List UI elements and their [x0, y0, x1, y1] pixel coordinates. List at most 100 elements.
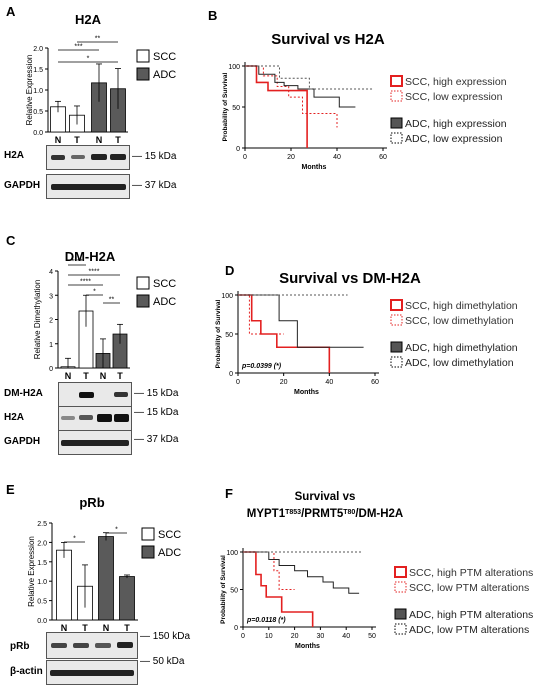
chart-title-line1: Survival vs [295, 491, 356, 503]
legend-swatch-adc [141, 545, 155, 559]
panel-label-b: B [208, 8, 218, 23]
legend-swatch [394, 623, 407, 635]
y-tick-label: 100 [228, 64, 240, 71]
kda-dmh2a: — 15 kDa [134, 388, 179, 399]
legend-swatch-scc [136, 276, 150, 290]
title-part-sup1: T853 [285, 509, 301, 516]
legend-label: ADC, high expression [405, 118, 507, 130]
y-tick-label: 50 [230, 588, 238, 595]
x-tick-label: 60 [379, 154, 387, 161]
blot-label-gapdh-a: GAPDH [4, 180, 41, 191]
y-tick-label: 2.0 [37, 540, 47, 547]
chart-title: Survival vs H2A [271, 31, 385, 48]
legend-label: SCC, low PTM alterations [409, 582, 529, 594]
significance-label: **** [80, 279, 91, 286]
y-axis-label: Probability of Survival [220, 555, 227, 624]
legend-label: ADC, low PTM alterations [409, 624, 529, 636]
legend-swatch-scc [136, 49, 150, 63]
chart-title: Survival vs DM-H2A [279, 270, 421, 287]
legend-label: SCC, high dimethylation [405, 300, 518, 312]
x-tick-label: N [61, 623, 68, 633]
x-tick-label: 50 [368, 633, 376, 640]
x-tick-label: 60 [371, 379, 379, 386]
y-axis-label: Relative Dimethylation [33, 280, 42, 360]
blot-gapdh-a [46, 174, 130, 199]
x-axis-label: Months [294, 389, 319, 396]
legend-swatch [394, 581, 407, 593]
p-value: p=0.0118 (*) [246, 617, 286, 624]
y-tick-label: 1.5 [33, 67, 43, 74]
legend-swatch [390, 90, 403, 102]
p-value: p=0.0399 (*) [241, 363, 282, 370]
kda-gapdh-c: — 37 kDa [134, 434, 179, 445]
y-tick-label: 50 [225, 332, 233, 339]
x-tick-label: 0 [243, 154, 247, 161]
panel-label-e: E [6, 482, 15, 497]
significance-label: ** [109, 297, 115, 304]
y-tick-label: 3 [49, 293, 53, 300]
x-tick-label: T [124, 623, 130, 633]
legend-label-adc: ADC [153, 296, 176, 308]
x-tick-label: 30 [317, 633, 325, 640]
x-tick-label: T [115, 135, 121, 145]
legend-swatch [390, 314, 403, 326]
bar-adc [119, 576, 135, 621]
y-tick-label: 4 [49, 269, 53, 276]
y-tick-label: 0 [236, 146, 240, 153]
title-part-title_line2: MYPT1 [247, 508, 286, 520]
y-tick-label: 1.5 [37, 560, 47, 567]
chart-title: pRb [79, 495, 104, 510]
y-tick-label: 2.5 [37, 521, 47, 528]
significance-label: * [115, 527, 118, 534]
blot-label-actin: β-actin [10, 666, 43, 677]
chart-title: DM-H2A [65, 249, 116, 264]
y-tick-label: 0.0 [37, 618, 47, 625]
y-tick-label: 0 [234, 625, 238, 632]
y-tick-label: 1.0 [37, 579, 47, 586]
legend-label-adc: ADC [158, 547, 181, 559]
bar-chart-a: H2A 0.0 0.5 1.0 1.5 2.0 Relative Expression N T N… [25, 12, 176, 145]
blot-gapdh-c [58, 430, 132, 455]
y-tick-label: 50 [232, 105, 240, 112]
blot-label-gapdh-c: GAPDH [4, 436, 41, 447]
survival-chart-d: Survival vs DM-H2A 0 50 100 0 20 40 60 Months Pro… [215, 270, 518, 396]
survival-chart-f: Survival vs MYPT1T853/PRMT5T80/DM-H2A 0 50 1… [220, 491, 533, 650]
y-tick-label: 100 [221, 293, 233, 300]
x-tick-label: N [103, 623, 110, 633]
blot-h2a [46, 145, 130, 170]
legend-label: ADC, low dimethylation [405, 357, 514, 369]
x-tick-label: N [65, 371, 72, 380]
legend-swatch [390, 299, 403, 311]
x-tick-label: N [96, 135, 103, 145]
legend-swatch-adc [136, 67, 150, 81]
legend-label-scc: SCC [153, 278, 176, 290]
legend-label: SCC, low expression [405, 91, 503, 103]
bar-chart-e: pRb 0.0 0.5 1.0 1.5 2.0 2.5 Relative Expression… [27, 495, 181, 633]
significance-label: **** [89, 269, 100, 276]
legend-swatch [394, 608, 407, 620]
blot-label-h2a-c: H2A [4, 412, 25, 423]
blot-h2a-c [58, 406, 132, 431]
x-tick-label: N [100, 371, 107, 380]
y-tick-label: 0.5 [37, 599, 47, 606]
x-tick-label: 20 [287, 154, 295, 161]
x-tick-label: 40 [325, 379, 333, 386]
survival-curve-adc-low [245, 65, 374, 90]
y-tick-label: 2 [49, 318, 53, 325]
x-tick-label: 10 [265, 633, 273, 640]
bar-scc [56, 549, 72, 621]
chart-title: H2A [75, 12, 102, 27]
legend-label: SCC, high PTM alterations [409, 567, 533, 579]
y-tick-label: 2.0 [33, 46, 43, 53]
significance-label: * [73, 536, 76, 543]
blot-label-prb: pRb [10, 641, 30, 652]
significance-label: *** [74, 44, 82, 51]
x-tick-label: 0 [236, 379, 240, 386]
legend-label: SCC, low dimethylation [405, 315, 514, 327]
y-tick-label: 100 [226, 550, 238, 557]
bar-adc [98, 536, 114, 621]
x-tick-label: T [82, 623, 88, 633]
significance-label: * [87, 56, 90, 63]
legend-label-scc: SCC [153, 51, 176, 63]
